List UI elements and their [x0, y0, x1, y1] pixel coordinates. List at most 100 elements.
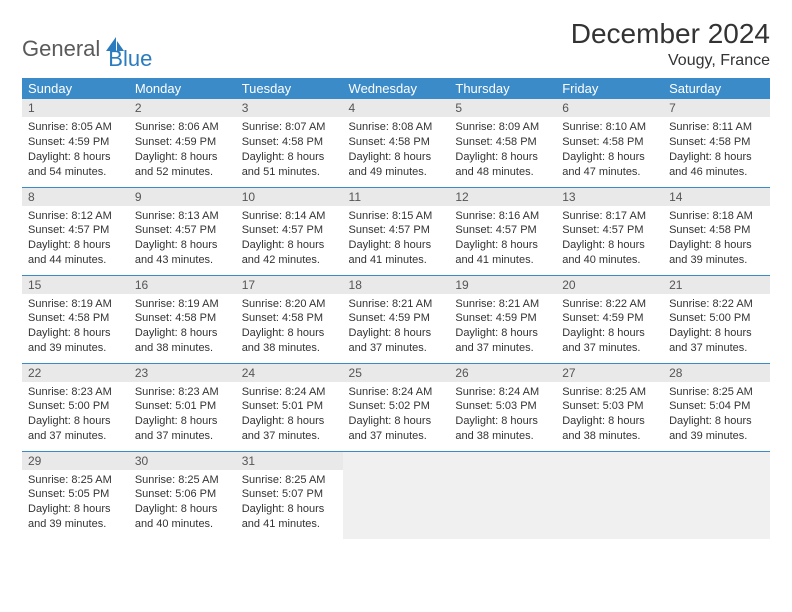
day-cell: 25Sunrise: 8:24 AMSunset: 5:02 PMDayligh… — [343, 363, 450, 451]
sunset-text: Sunset: 4:57 PM — [28, 223, 123, 238]
sunset-text: Sunset: 4:58 PM — [562, 135, 657, 150]
daylight-text: Daylight: 8 hours and 46 minutes. — [669, 150, 764, 180]
sunrise-text: Sunrise: 8:25 AM — [242, 473, 337, 488]
day-cell: 7Sunrise: 8:11 AMSunset: 4:58 PMDaylight… — [663, 99, 770, 187]
col-tuesday: Tuesday — [236, 78, 343, 99]
day-number: 28 — [663, 364, 770, 382]
sunset-text: Sunset: 4:59 PM — [562, 311, 657, 326]
day-cell: 2Sunrise: 8:06 AMSunset: 4:59 PMDaylight… — [129, 99, 236, 187]
sunrise-text: Sunrise: 8:24 AM — [242, 385, 337, 400]
daylight-text: Daylight: 8 hours and 37 minutes. — [669, 326, 764, 356]
day-details: Sunrise: 8:13 AMSunset: 4:57 PMDaylight:… — [129, 206, 236, 272]
sunrise-text: Sunrise: 8:25 AM — [562, 385, 657, 400]
daylight-text: Daylight: 8 hours and 38 minutes. — [455, 414, 550, 444]
sunrise-text: Sunrise: 8:22 AM — [669, 297, 764, 312]
day-cell: 16Sunrise: 8:19 AMSunset: 4:58 PMDayligh… — [129, 275, 236, 363]
day-details: Sunrise: 8:19 AMSunset: 4:58 PMDaylight:… — [129, 294, 236, 360]
sunset-text: Sunset: 4:58 PM — [242, 311, 337, 326]
day-cell: 18Sunrise: 8:21 AMSunset: 4:59 PMDayligh… — [343, 275, 450, 363]
daylight-text: Daylight: 8 hours and 41 minutes. — [349, 238, 444, 268]
sunrise-text: Sunrise: 8:14 AM — [242, 209, 337, 224]
sunset-text: Sunset: 4:57 PM — [242, 223, 337, 238]
day-cell: 17Sunrise: 8:20 AMSunset: 4:58 PMDayligh… — [236, 275, 343, 363]
day-number: 7 — [663, 99, 770, 117]
sunset-text: Sunset: 5:02 PM — [349, 399, 444, 414]
sunrise-text: Sunrise: 8:25 AM — [135, 473, 230, 488]
sunset-text: Sunset: 4:59 PM — [455, 311, 550, 326]
sunset-text: Sunset: 5:07 PM — [242, 487, 337, 502]
day-details: Sunrise: 8:12 AMSunset: 4:57 PMDaylight:… — [22, 206, 129, 272]
day-cell: 3Sunrise: 8:07 AMSunset: 4:58 PMDaylight… — [236, 99, 343, 187]
day-cell: 31 Sunrise: 8:25 AMSunset: 5:07 PMDayligh… — [236, 451, 343, 539]
day-details: Sunrise: 8:25 AMSunset: 5:04 PMDaylight:… — [663, 382, 770, 448]
day-cell: 12Sunrise: 8:16 AMSunset: 4:57 PMDayligh… — [449, 187, 556, 275]
sunset-text: Sunset: 5:06 PM — [135, 487, 230, 502]
sunrise-text: Sunrise: 8:23 AM — [135, 385, 230, 400]
day-number: 17 — [236, 276, 343, 294]
sunset-text: Sunset: 4:57 PM — [349, 223, 444, 238]
daylight-text: Daylight: 8 hours and 42 minutes. — [242, 238, 337, 268]
sunrise-text: Sunrise: 8:15 AM — [349, 209, 444, 224]
daylight-text: Daylight: 8 hours and 39 minutes. — [669, 414, 764, 444]
day-number: 3 — [236, 99, 343, 117]
day-number: 27 — [556, 364, 663, 382]
day-cell: 5Sunrise: 8:09 AMSunset: 4:58 PMDaylight… — [449, 99, 556, 187]
sunrise-text: Sunrise: 8:25 AM — [669, 385, 764, 400]
day-cell: 27Sunrise: 8:25 AMSunset: 5:03 PMDayligh… — [556, 363, 663, 451]
day-number: 11 — [343, 188, 450, 206]
day-cell: 29Sunrise: 8:25 AMSunset: 5:05 PMDayligh… — [22, 451, 129, 539]
day-cell: 10Sunrise: 8:14 AMSunset: 4:57 PMDayligh… — [236, 187, 343, 275]
day-details: Sunrise: 8:11 AMSunset: 4:58 PMDaylight:… — [663, 117, 770, 183]
sunrise-text: Sunrise: 8:13 AM — [135, 209, 230, 224]
day-number: 16 — [129, 276, 236, 294]
sunset-text: Sunset: 4:59 PM — [135, 135, 230, 150]
sunrise-text: Sunrise: 8:21 AM — [455, 297, 550, 312]
col-thursday: Thursday — [449, 78, 556, 99]
sunrise-text: Sunrise: 8:16 AM — [455, 209, 550, 224]
sunrise-text: Sunrise: 8:24 AM — [349, 385, 444, 400]
sunrise-text: Sunrise: 8:17 AM — [562, 209, 657, 224]
calendar-page: General Blue December 2024 Vougy, France… — [0, 0, 792, 549]
logo-text-blue: Blue — [108, 46, 152, 72]
daylight-text: Daylight: 8 hours and 37 minutes. — [242, 414, 337, 444]
day-number: 5 — [449, 99, 556, 117]
week-row: 1Sunrise: 8:05 AMSunset: 4:59 PMDaylight… — [22, 99, 770, 187]
calendar-header-row: Sunday Monday Tuesday Wednesday Thursday… — [22, 78, 770, 99]
day-number: 1 — [22, 99, 129, 117]
sunset-text: Sunset: 4:58 PM — [135, 311, 230, 326]
col-sunday: Sunday — [22, 78, 129, 99]
sunrise-text: Sunrise: 8:20 AM — [242, 297, 337, 312]
day-number: 26 — [449, 364, 556, 382]
day-cell: 4Sunrise: 8:08 AMSunset: 4:58 PMDaylight… — [343, 99, 450, 187]
day-details: Sunrise: 8:24 AMSunset: 5:02 PMDaylight:… — [343, 382, 450, 448]
sunrise-text: Sunrise: 8:19 AM — [135, 297, 230, 312]
day-details: Sunrise: 8:22 AMSunset: 4:59 PMDaylight:… — [556, 294, 663, 360]
day-number: 8 — [22, 188, 129, 206]
daylight-text: Daylight: 8 hours and 40 minutes. — [562, 238, 657, 268]
daylight-text: Daylight: 8 hours and 52 minutes. — [135, 150, 230, 180]
sunrise-text: Sunrise: 8:18 AM — [669, 209, 764, 224]
day-cell: 20Sunrise: 8:22 AMSunset: 4:59 PMDayligh… — [556, 275, 663, 363]
day-cell: 22Sunrise: 8:23 AMSunset: 5:00 PMDayligh… — [22, 363, 129, 451]
sunset-text: Sunset: 4:58 PM — [242, 135, 337, 150]
day-cell: 13Sunrise: 8:17 AMSunset: 4:57 PMDayligh… — [556, 187, 663, 275]
location-label: Vougy, France — [571, 52, 770, 70]
sunset-text: Sunset: 5:04 PM — [669, 399, 764, 414]
sunrise-text: Sunrise: 8:12 AM — [28, 209, 123, 224]
week-row: 29Sunrise: 8:25 AMSunset: 5:05 PMDayligh… — [22, 451, 770, 539]
day-details: Sunrise: 8:19 AMSunset: 4:58 PMDaylight:… — [22, 294, 129, 360]
sunrise-text: Sunrise: 8:21 AM — [349, 297, 444, 312]
daylight-text: Daylight: 8 hours and 47 minutes. — [562, 150, 657, 180]
day-cell — [343, 451, 450, 539]
day-number: 20 — [556, 276, 663, 294]
col-friday: Friday — [556, 78, 663, 99]
day-details: Sunrise: 8:21 AMSunset: 4:59 PMDaylight:… — [343, 294, 450, 360]
day-details: Sunrise: 8:24 AMSunset: 5:03 PMDaylight:… — [449, 382, 556, 448]
daylight-text: Daylight: 8 hours and 41 minutes. — [242, 502, 337, 532]
sunset-text: Sunset: 4:58 PM — [455, 135, 550, 150]
day-number: 9 — [129, 188, 236, 206]
sunrise-text: Sunrise: 8:05 AM — [28, 120, 123, 135]
daylight-text: Daylight: 8 hours and 37 minutes. — [349, 326, 444, 356]
day-cell: 19Sunrise: 8:21 AMSunset: 4:59 PMDayligh… — [449, 275, 556, 363]
day-number: 31 — [236, 452, 343, 470]
